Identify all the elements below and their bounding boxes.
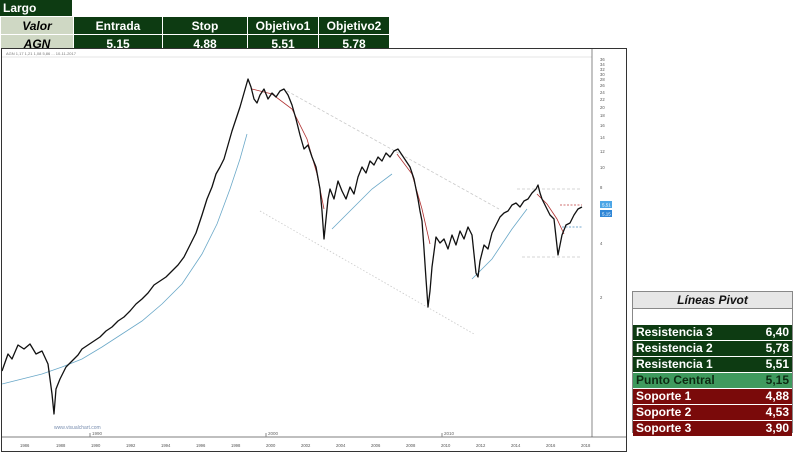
col-stop: Stop [162, 16, 248, 35]
svg-text:1988: 1988 [56, 443, 66, 448]
svg-text:2010: 2010 [444, 431, 455, 436]
pivot-panel: Líneas Pivot Resistencia 3 6,40 Resistenc… [632, 291, 793, 437]
pivot-title: Líneas Pivot [633, 292, 792, 309]
pivot-row-resistencia-3: Resistencia 3 6,40 [633, 325, 792, 341]
svg-text:1990: 1990 [91, 443, 101, 448]
svg-text:30: 30 [600, 72, 605, 77]
svg-text:5,15: 5,15 [602, 212, 611, 217]
svg-text:AGN 1,17 1,21 1,08 5,86 ..: AGN 1,17 1,21 1,08 5,86 ... 10-11-2017 [6, 51, 77, 56]
svg-text:4: 4 [600, 241, 603, 246]
svg-text:16: 16 [600, 123, 605, 128]
svg-text:32: 32 [600, 67, 605, 72]
svg-text:36: 36 [600, 57, 605, 62]
svg-text:1998: 1998 [231, 443, 241, 448]
svg-text:24: 24 [600, 90, 605, 95]
x-axis: 1986 1988 1990 1992 1994 1996 1998 2000 … [20, 443, 591, 448]
svg-text:2010: 2010 [441, 443, 451, 448]
price-tag-high [600, 201, 612, 208]
pivot-row-punto-central: Punto Central 5,15 [633, 373, 792, 389]
svg-text:2002: 2002 [301, 443, 311, 448]
price-tag-last [600, 210, 612, 217]
position-tag: Largo [0, 0, 72, 16]
svg-text:1992: 1992 [126, 443, 136, 448]
svg-text:2000: 2000 [268, 431, 279, 436]
svg-text:20: 20 [600, 105, 605, 110]
svg-text:1986: 1986 [20, 443, 30, 448]
svg-text:22: 22 [600, 97, 605, 102]
col-valor: Valor [0, 16, 74, 35]
pivot-row-soporte-1: Soporte 1 4,88 [633, 389, 792, 405]
svg-text:1996: 1996 [196, 443, 206, 448]
svg-text:2006: 2006 [371, 443, 381, 448]
watermark: www.visualchart.com [54, 425, 101, 431]
svg-text:26: 26 [600, 83, 605, 88]
svg-text:1990: 1990 [92, 431, 103, 436]
chart-svg: AGN 1,17 1,21 1,08 5,86 ... 10-11-2017 1… [2, 49, 626, 451]
svg-text:2: 2 [600, 295, 603, 300]
pivot-row-resistencia-1: Resistencia 1 5,51 [633, 357, 792, 373]
svg-text:2014: 2014 [511, 443, 521, 448]
col-objetivo2: Objetivo2 [318, 16, 390, 35]
svg-text:12: 12 [600, 149, 605, 154]
svg-text:2004: 2004 [336, 443, 346, 448]
col-entrada: Entrada [73, 16, 163, 35]
svg-text:2008: 2008 [406, 443, 416, 448]
pivot-row-soporte-2: Soporte 2 4,53 [633, 405, 792, 421]
trade-table: Valor Entrada Stop Objetivo1 Objetivo2 A… [0, 16, 390, 53]
svg-text:2016: 2016 [546, 443, 556, 448]
pivot-row-resistencia-2: Resistencia 2 5,78 [633, 341, 792, 357]
svg-text:1994: 1994 [161, 443, 171, 448]
svg-text:2012: 2012 [476, 443, 486, 448]
svg-text:18: 18 [600, 113, 605, 118]
svg-text:10: 10 [600, 165, 605, 170]
svg-text:2018: 2018 [581, 443, 591, 448]
svg-text:34: 34 [600, 62, 605, 67]
svg-text:14: 14 [600, 135, 605, 140]
svg-text:28: 28 [600, 77, 605, 82]
svg-text:2000: 2000 [266, 443, 276, 448]
col-objetivo1: Objetivo1 [247, 16, 319, 35]
svg-text:5,51: 5,51 [602, 203, 611, 208]
price-chart[interactable]: AGN 1,17 1,21 1,08 5,86 ... 10-11-2017 1… [1, 48, 627, 452]
pivot-row-soporte-3: Soporte 3 3,90 [633, 421, 792, 437]
svg-text:8: 8 [600, 185, 603, 190]
